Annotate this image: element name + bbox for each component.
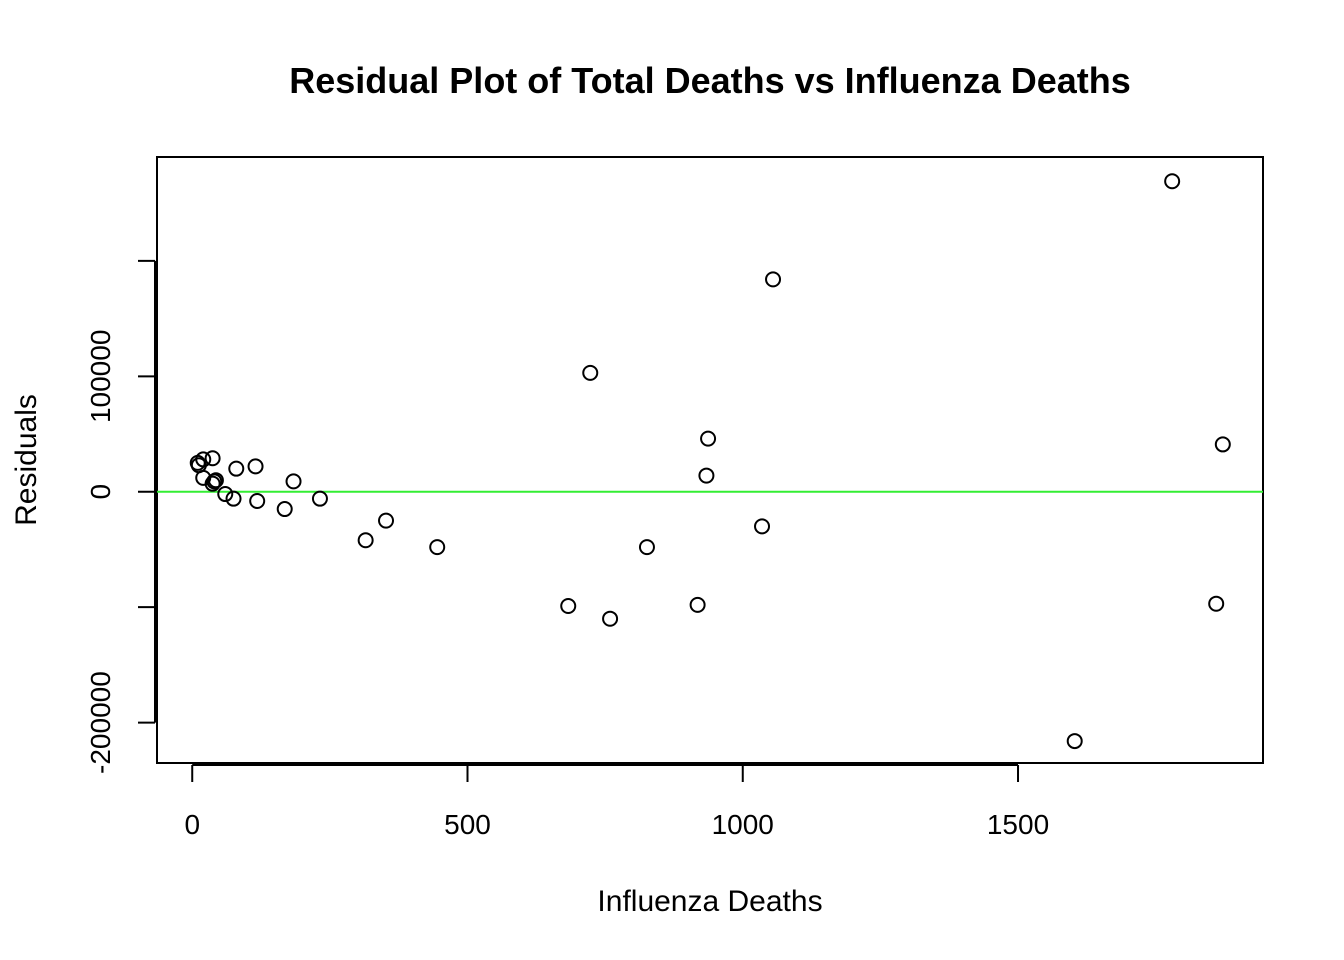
x-tick-label: 1500 xyxy=(987,809,1049,840)
data-point xyxy=(311,490,328,507)
y-axis-label: Residuals xyxy=(10,394,43,526)
plot-frame xyxy=(156,156,1264,764)
data-point xyxy=(357,532,374,549)
data-point xyxy=(1164,173,1181,190)
x-tick-label: 500 xyxy=(444,809,491,840)
y-tick-label: -200000 xyxy=(85,671,116,774)
y-axis: -200000 0 100000 xyxy=(85,259,156,774)
data-point xyxy=(276,501,293,518)
data-point xyxy=(1214,436,1231,453)
data-point xyxy=(638,539,655,556)
data-point xyxy=(228,460,245,477)
data-point xyxy=(689,596,706,613)
data-point xyxy=(378,512,395,529)
y-tick-label: 0 xyxy=(85,484,116,500)
data-point xyxy=(602,610,619,627)
data-point xyxy=(754,518,771,535)
data-point xyxy=(582,364,599,381)
data-point xyxy=(204,450,221,467)
data-point xyxy=(217,486,234,503)
data-point xyxy=(698,467,715,484)
y-tick-label: 100000 xyxy=(85,330,116,423)
x-axis-label: Influenza Deaths xyxy=(597,885,822,918)
x-tick-label: 0 xyxy=(184,809,200,840)
x-tick-label: 1000 xyxy=(712,809,774,840)
x-axis: 0 500 1000 1500 xyxy=(184,764,1049,840)
data-point xyxy=(204,475,221,492)
data-point xyxy=(700,430,717,447)
data-points xyxy=(189,173,1231,750)
data-point xyxy=(1208,595,1225,612)
chart-title: Residual Plot of Total Deaths vs Influen… xyxy=(289,60,1130,101)
data-point xyxy=(225,490,242,507)
data-point xyxy=(249,492,266,509)
data-point xyxy=(560,598,577,615)
data-point xyxy=(285,473,302,490)
data-point xyxy=(195,451,212,468)
data-point xyxy=(429,539,446,556)
data-point xyxy=(207,472,224,489)
data-point xyxy=(765,271,782,288)
data-point xyxy=(1066,733,1083,750)
data-point xyxy=(247,458,264,475)
